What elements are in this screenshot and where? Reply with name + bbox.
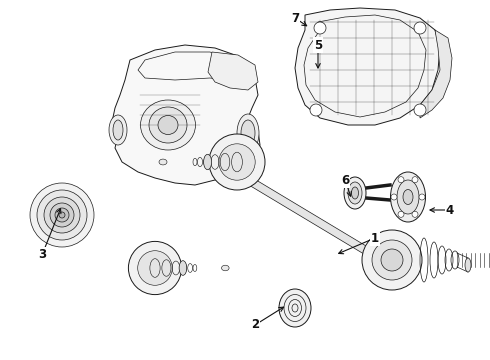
Ellipse shape (221, 265, 229, 271)
Circle shape (391, 194, 397, 200)
Circle shape (30, 183, 94, 247)
Ellipse shape (465, 258, 471, 272)
Ellipse shape (113, 120, 123, 140)
Circle shape (314, 22, 326, 34)
Circle shape (414, 104, 426, 116)
Ellipse shape (279, 289, 311, 327)
Ellipse shape (141, 100, 196, 150)
Circle shape (50, 203, 74, 227)
Circle shape (398, 177, 404, 183)
Text: 7: 7 (291, 12, 299, 24)
Text: 4: 4 (446, 203, 454, 216)
Ellipse shape (158, 116, 178, 135)
Ellipse shape (348, 182, 362, 204)
Ellipse shape (351, 187, 359, 199)
Circle shape (219, 144, 255, 180)
Circle shape (310, 104, 322, 116)
Circle shape (381, 249, 403, 271)
Ellipse shape (179, 261, 187, 275)
Ellipse shape (391, 172, 425, 222)
Polygon shape (420, 30, 452, 118)
Circle shape (128, 242, 182, 294)
Ellipse shape (149, 107, 187, 143)
Circle shape (412, 177, 418, 183)
Ellipse shape (241, 120, 255, 146)
Polygon shape (243, 175, 387, 265)
Text: 6: 6 (341, 174, 349, 186)
Circle shape (362, 230, 422, 290)
Circle shape (59, 212, 65, 218)
Circle shape (414, 22, 426, 34)
Ellipse shape (204, 154, 212, 170)
Ellipse shape (109, 115, 127, 145)
Circle shape (138, 251, 172, 285)
Circle shape (209, 134, 265, 190)
Ellipse shape (397, 180, 419, 214)
Circle shape (55, 208, 69, 222)
Circle shape (372, 240, 412, 280)
Text: 2: 2 (251, 319, 259, 332)
Polygon shape (295, 8, 440, 125)
Polygon shape (112, 45, 260, 185)
Circle shape (419, 194, 425, 200)
Ellipse shape (159, 159, 167, 165)
Ellipse shape (344, 177, 366, 209)
Circle shape (37, 190, 87, 240)
Ellipse shape (403, 189, 413, 204)
Text: 5: 5 (314, 39, 322, 51)
Circle shape (412, 211, 418, 217)
Text: 1: 1 (371, 231, 379, 244)
Circle shape (44, 197, 80, 233)
Circle shape (398, 211, 404, 217)
Text: 3: 3 (38, 248, 46, 261)
Polygon shape (208, 52, 258, 90)
Ellipse shape (237, 114, 259, 152)
